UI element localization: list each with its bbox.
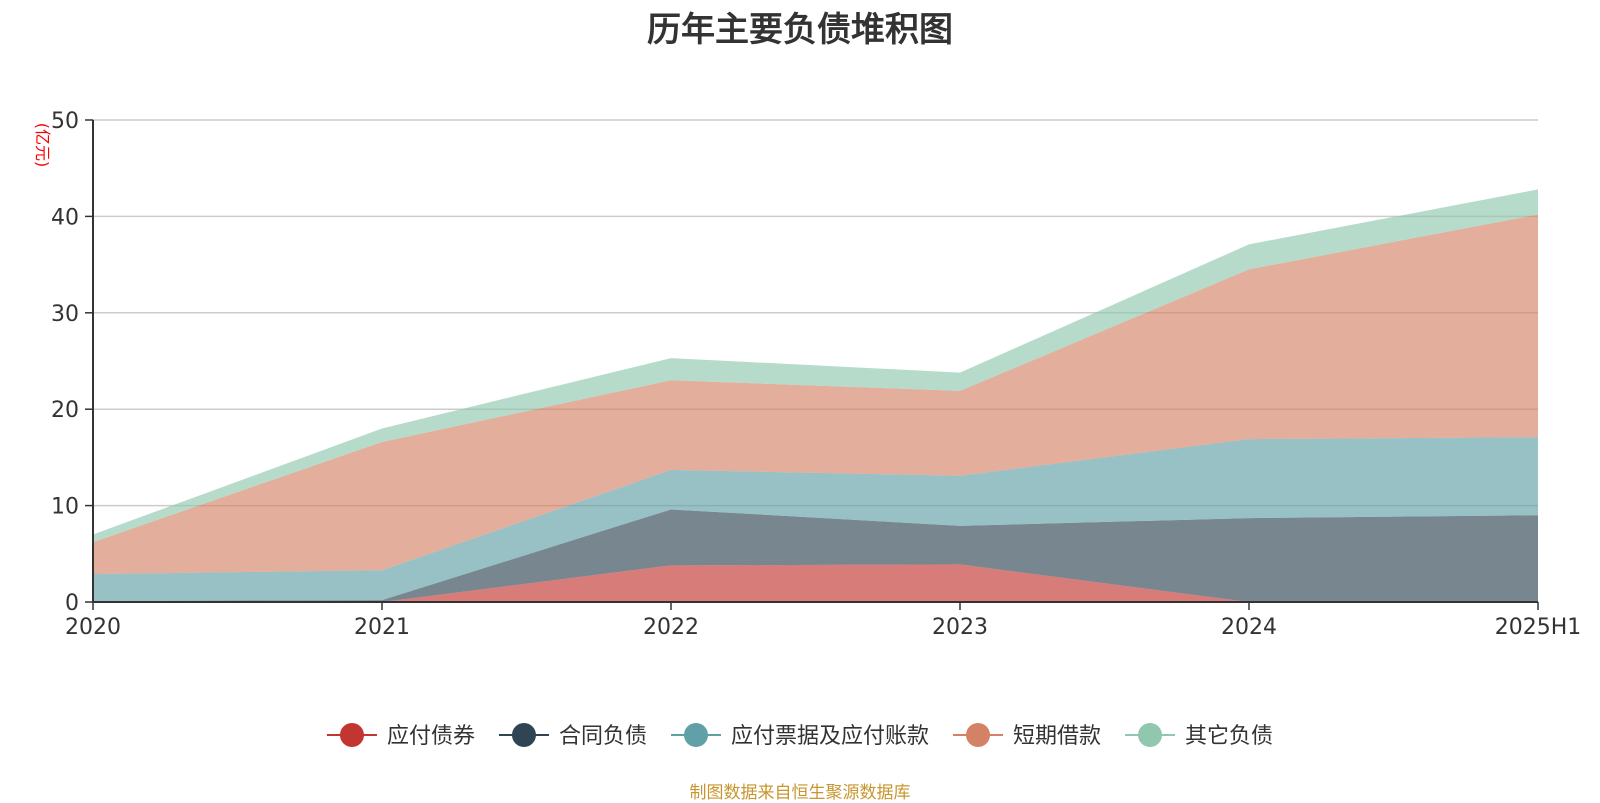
x-tick-label: 2021 [354,615,410,640]
legend-item[interactable]: 合同负债 [498,723,647,749]
y-axis-unit-label: (亿元) [33,123,52,168]
x-tick-label: 2020 [65,615,121,640]
y-tick-label: 20 [51,398,79,423]
legend-circle-icon [683,723,708,747]
chart-title: 历年主要负债堆积图 [647,10,953,50]
y-tick-label: 0 [65,591,79,616]
y-tick-label: 50 [51,109,79,134]
legend-item[interactable]: 短期借款 [953,723,1101,749]
y-tick-label: 10 [51,495,79,520]
area-series-应付债券 [93,564,1538,602]
legend-item[interactable]: 应付票据及应付账款 [670,723,929,749]
axes [85,119,1539,610]
legend-label: 其它负债 [1185,724,1273,749]
legend-label: 合同负债 [559,724,647,749]
legend-circle-icon [1138,723,1163,747]
x-tick-label: 2022 [643,615,699,640]
tick-labels: 0 10 20 30 40 50 2020 2021 2022 2023 2024 2025H1 [51,109,1581,640]
legend-label: 应付债券 [387,724,475,749]
legend: 应付债券 合同负债 应付票据及应付账款 短期借款 其它负债 [326,723,1273,749]
y-tick-label: 40 [51,205,79,230]
x-tick-label: 2023 [932,615,988,640]
legend-circle-icon [511,723,536,747]
legend-circle-icon [339,723,364,747]
area-series [93,189,1538,602]
x-tick-label: 2025H1 [1495,615,1582,640]
x-tick-label: 2024 [1221,615,1277,640]
area-series-合同负债 [93,509,1538,602]
y-tick-label: 30 [51,302,79,327]
area-series-短期借款 [93,214,1538,575]
legend-item[interactable]: 其它负债 [1125,723,1273,749]
legend-circle-icon [966,723,991,747]
area-series-应付票据及应付账款 [93,437,1538,602]
legend-label: 应付票据及应付账款 [731,724,929,749]
area-series-其它负债 [93,189,1538,543]
source-note: 制图数据来自恒生聚源数据库 [689,783,911,803]
legend-item[interactable]: 应付债券 [326,723,475,749]
legend-label: 短期借款 [1013,724,1101,749]
